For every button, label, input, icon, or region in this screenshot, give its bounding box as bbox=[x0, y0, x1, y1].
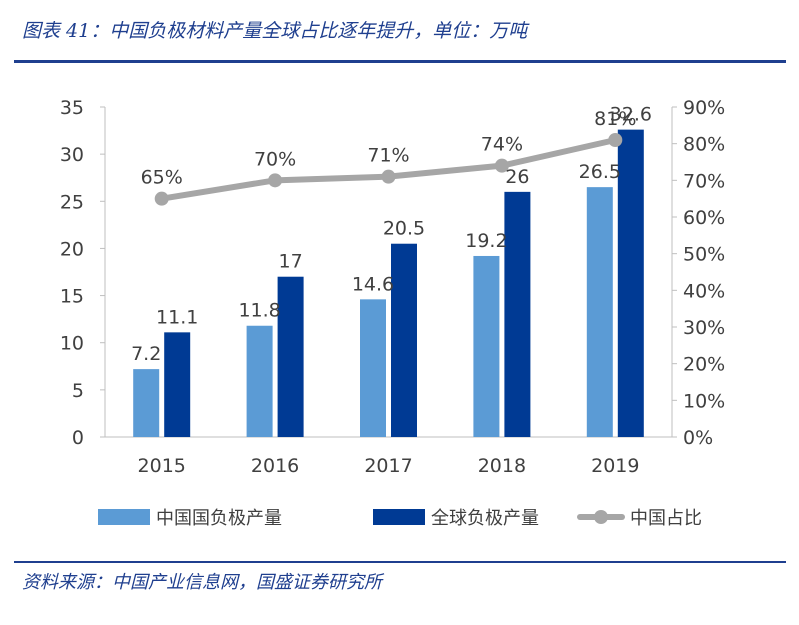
bar-value-label: 26 bbox=[505, 166, 529, 188]
global-production-bar bbox=[277, 276, 304, 437]
x-tick-label: 2019 bbox=[591, 455, 639, 477]
right-tick-label: 60% bbox=[683, 207, 725, 229]
bar-value-label: 20.5 bbox=[383, 218, 425, 240]
axes-layer: 0 5 10 15 20 25 30 35 0% 10% 20% 30% 40% 50% 60% 70% 80%… bbox=[60, 97, 725, 477]
legend-swatch-global-production-bar bbox=[373, 509, 425, 525]
left-tick-label: 10 bbox=[60, 333, 84, 355]
right-tick-label: 10% bbox=[683, 390, 725, 412]
bar-value-label: 32.6 bbox=[610, 104, 652, 126]
bar-value-label: 7.2 bbox=[131, 343, 161, 365]
x-tick-label: 2015 bbox=[138, 455, 186, 477]
combo-chart: 0 5 10 15 20 25 30 35 0% 10% 20% 30% 40% 50% 60% 70% 80%… bbox=[60, 97, 725, 529]
right-tick-label: 50% bbox=[683, 244, 725, 266]
share-point bbox=[494, 158, 509, 173]
data-labels-layer: 7.2 11.8 14.6 19.2 26.5 11.1 17 20.5 26 32.6 65% 70… bbox=[131, 104, 652, 365]
share-point bbox=[154, 191, 169, 206]
china-production-bar bbox=[473, 255, 500, 437]
bar-value-label: 26.5 bbox=[579, 161, 621, 183]
left-tick-label: 20 bbox=[60, 238, 84, 260]
legend-label: 中国占比 bbox=[630, 508, 702, 529]
figure-title: 图表 41：中国负极材料产量全球占比逐年提升，单位：万吨 bbox=[22, 20, 528, 42]
bar-value-label: 19.2 bbox=[465, 230, 507, 252]
left-tick-label: 35 bbox=[60, 97, 84, 119]
left-tick-label: 0 bbox=[72, 427, 84, 449]
right-tick-label: 90% bbox=[683, 97, 725, 119]
left-tick-label: 30 bbox=[60, 144, 84, 166]
right-tick-label: 70% bbox=[683, 170, 725, 192]
x-tick-label: 2018 bbox=[478, 455, 526, 477]
share-point bbox=[381, 169, 396, 184]
bar-value-label: 14.6 bbox=[352, 273, 394, 295]
bar-value-label: 11.8 bbox=[238, 300, 280, 322]
bars-layer bbox=[133, 129, 644, 437]
china-production-bar bbox=[133, 369, 160, 437]
legend-swatch-share-point bbox=[594, 510, 608, 524]
legend-label: 中国国负极产量 bbox=[156, 508, 282, 529]
legend-label: 全球负极产量 bbox=[431, 508, 539, 529]
source-rule bbox=[14, 561, 786, 563]
share-value-label: 74% bbox=[481, 134, 523, 156]
right-tick-label: 20% bbox=[683, 354, 725, 376]
share-value-label: 70% bbox=[254, 148, 296, 170]
bar-value-label: 11.1 bbox=[156, 306, 198, 328]
legend-swatch-china-production-bar bbox=[98, 509, 150, 525]
right-tick-label: 30% bbox=[683, 317, 725, 339]
left-tick-label: 15 bbox=[60, 286, 84, 308]
china-production-bar bbox=[586, 187, 613, 437]
right-tick-label: 80% bbox=[683, 134, 725, 156]
global-production-bar bbox=[504, 191, 531, 437]
share-value-label: 71% bbox=[367, 145, 409, 167]
title-rule bbox=[14, 60, 786, 63]
share-value-label: 81% bbox=[594, 108, 636, 130]
bar-value-label: 17 bbox=[279, 251, 303, 273]
x-tick-label: 2016 bbox=[251, 455, 299, 477]
share-value-label: 65% bbox=[141, 167, 183, 189]
x-tick-label: 2017 bbox=[364, 455, 412, 477]
global-production-bar bbox=[391, 243, 417, 437]
share-point bbox=[268, 173, 283, 188]
china-production-bar bbox=[246, 325, 273, 437]
left-tick-label: 5 bbox=[72, 380, 84, 402]
global-production-bar bbox=[617, 129, 644, 437]
left-tick-label: 25 bbox=[60, 191, 84, 213]
right-tick-label: 40% bbox=[683, 280, 725, 302]
share-line-layer bbox=[154, 133, 623, 206]
share-point bbox=[608, 133, 623, 147]
right-tick-label: 0% bbox=[683, 427, 713, 449]
global-production-bar bbox=[164, 332, 191, 437]
figure-source: 资料来源：中国产业信息网，国盛证券研究所 bbox=[22, 572, 382, 593]
china-production-bar bbox=[360, 299, 386, 437]
legend: 中国国负极产量 全球负极产量 中国占比 bbox=[98, 508, 702, 529]
